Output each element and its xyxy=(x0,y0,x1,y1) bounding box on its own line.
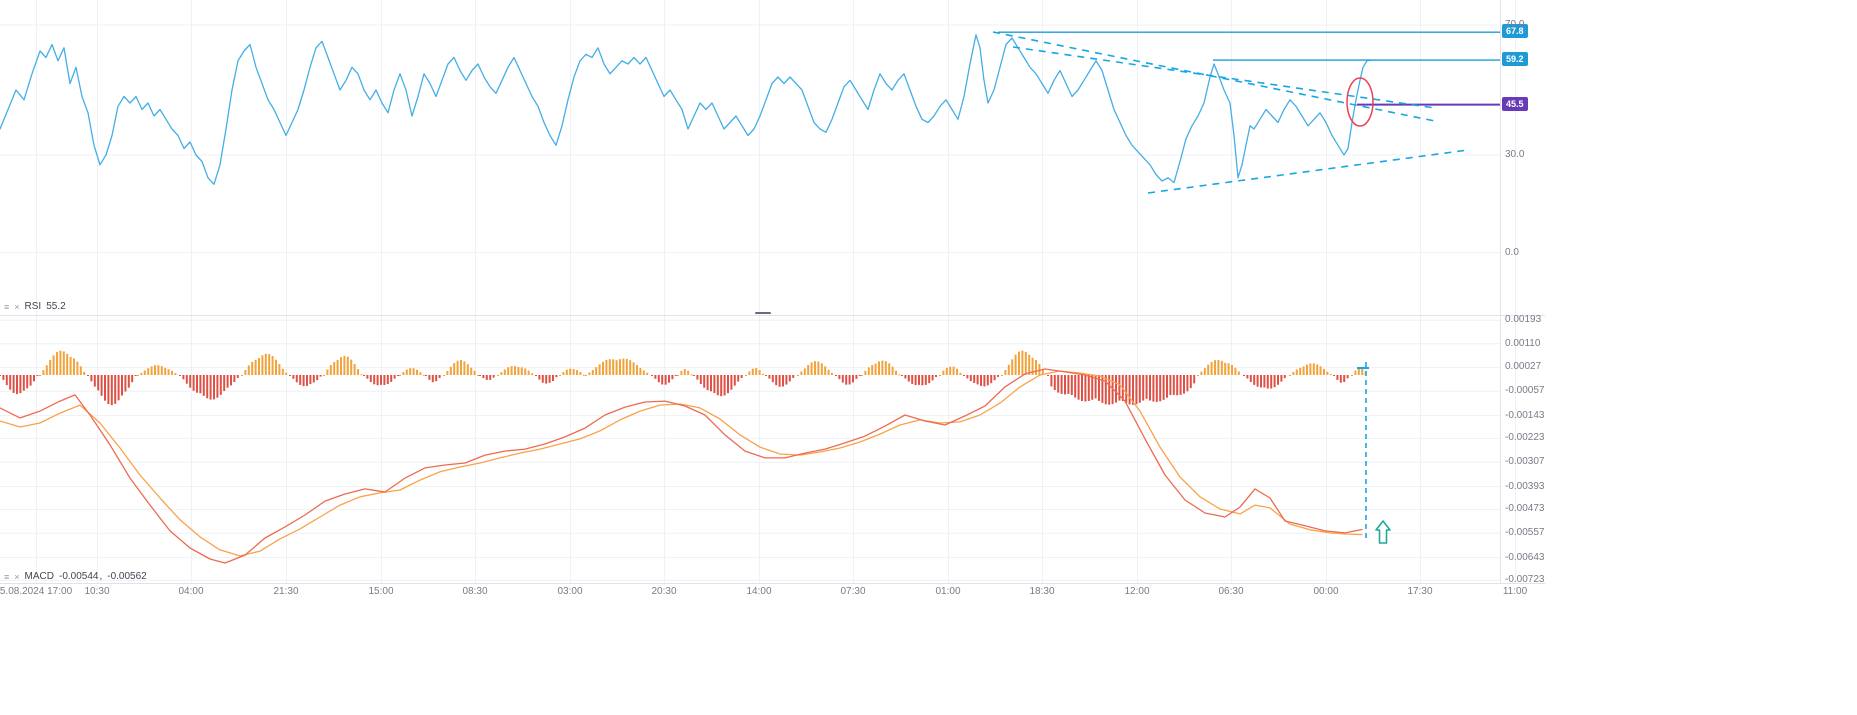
trendline-2[interactable] xyxy=(1012,46,1436,109)
time-axis-zone[interactable] xyxy=(0,584,1545,602)
rsi-legend-title: RSI xyxy=(24,301,42,312)
menu-icon[interactable]: ≡ xyxy=(4,572,10,582)
close-icon[interactable]: × xyxy=(14,572,20,582)
highlight-ellipse[interactable] xyxy=(1346,77,1374,127)
macd-legend-value-2: -0.00562 xyxy=(107,571,147,582)
trendline-1[interactable] xyxy=(992,31,1436,122)
rsi-legend-value: 55.2 xyxy=(46,301,66,312)
rsi-legend: ≡ × RSI 55.2 xyxy=(4,301,66,313)
rsi-price-axis[interactable] xyxy=(1500,0,1560,315)
menu-icon[interactable]: ≡ xyxy=(4,302,10,312)
macd-legend-separator: , xyxy=(99,571,103,582)
macd-legend-title: MACD xyxy=(24,571,54,582)
macd-main-line xyxy=(0,368,1363,564)
macd-legend: ≡ × MACD -0.00544, -0.00562 xyxy=(4,571,147,583)
close-icon[interactable]: × xyxy=(14,302,20,312)
rsi-line xyxy=(0,34,1371,185)
macd-histogram xyxy=(0,350,1367,406)
macd-price-axis[interactable] xyxy=(1500,315,1560,583)
macd-legend-value-1: -0.00544 xyxy=(58,571,99,582)
arrow-up-marker[interactable] xyxy=(1375,520,1391,544)
pane-resize-handle[interactable] xyxy=(755,312,771,314)
macd-signal-line xyxy=(0,370,1363,557)
trendline-3[interactable] xyxy=(1147,149,1469,194)
